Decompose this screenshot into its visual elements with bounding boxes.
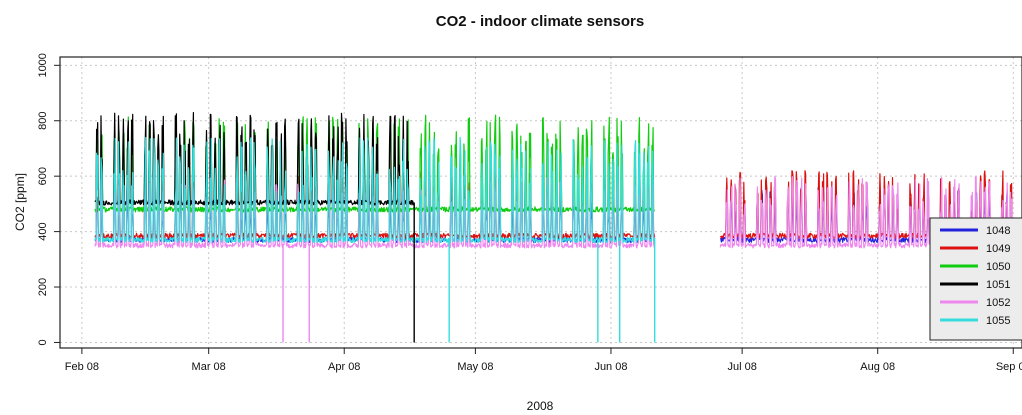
y-tick-label: 0 (37, 339, 49, 345)
x-tick-label: Mar 08 (192, 361, 226, 373)
x-axis-label: 2008 (527, 399, 554, 413)
x-tick-label: Jul 08 (727, 361, 756, 373)
x-tick-label: May 08 (457, 361, 493, 373)
x-tick-label: Sep 08 (996, 361, 1022, 373)
y-tick-label: 400 (37, 222, 49, 240)
x-tick-label: Aug 08 (860, 361, 895, 373)
legend-label-1048: 1048 (986, 225, 1010, 237)
legend: 1048 1049 1050 1051 1052 1055 (929, 217, 1022, 341)
legend-label-1050: 1050 (986, 261, 1010, 273)
y-tick-label: 600 (37, 167, 49, 185)
y-tick-label: 1000 (37, 53, 49, 77)
legend-label-1051: 1051 (986, 279, 1010, 291)
y-tick-label: 800 (37, 112, 49, 130)
y-axis-label: CO2 [ppm] (13, 173, 27, 231)
series-line-1055 (94, 136, 656, 243)
x-tick-label: Apr 08 (328, 361, 360, 373)
x-tick-label: Feb 08 (65, 361, 99, 373)
x-axis: Feb 08 Mar 08 Apr 08 May 08 Jun 08 Jul 08 Aug … (65, 348, 1022, 373)
legend-label-1052: 1052 (986, 297, 1010, 309)
y-axis: 0 200 400 600 800 1000 (37, 53, 60, 346)
chart-title: CO2 - indoor climate sensors (436, 13, 644, 30)
x-tick-label: Jun 08 (594, 361, 627, 373)
plot-frame (59, 56, 1022, 349)
legend-label-1055: 1055 (986, 315, 1010, 327)
legend-label-1049: 1049 (986, 243, 1010, 255)
series-layer (94, 112, 1014, 343)
y-tick-label: 200 (37, 278, 49, 296)
